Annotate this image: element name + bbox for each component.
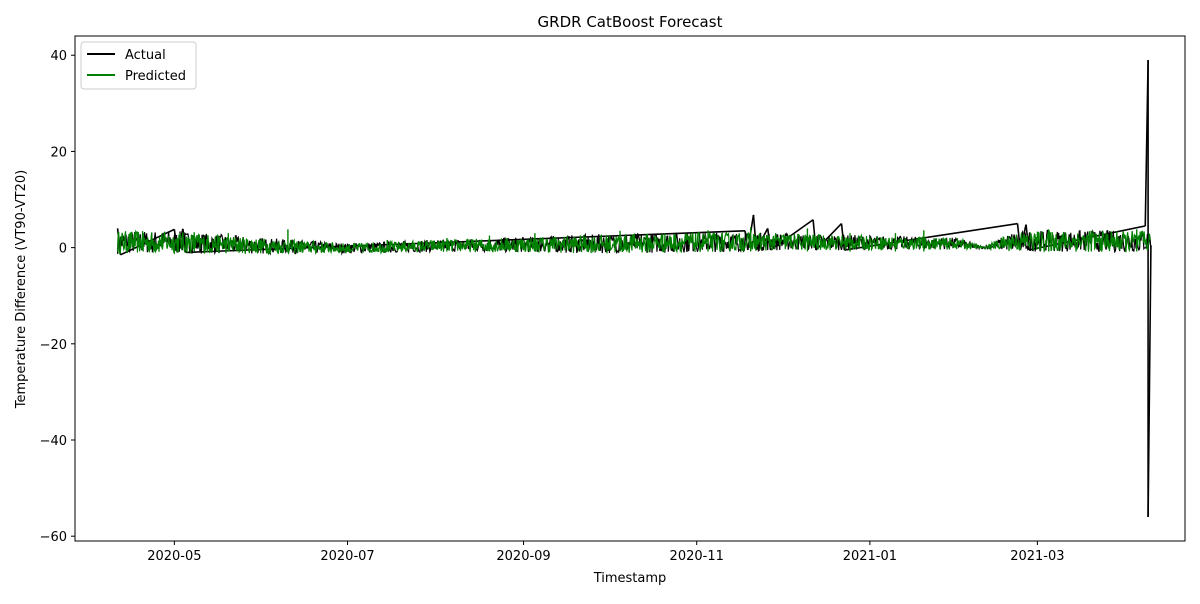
y-tick-label: 40	[50, 49, 67, 64]
y-axis: 40 20 0 −20 −40 −60	[40, 49, 75, 545]
plot-area	[116, 60, 1152, 517]
x-axis: 2020-05 2020-07 2020-09 2020-11 2021-01 2021-…	[147, 541, 1065, 564]
x-tick-label: 2020-07	[320, 549, 374, 564]
legend-label-actual: Actual	[125, 48, 166, 63]
x-tick-label: 2020-05	[147, 549, 201, 564]
y-tick-label: 0	[59, 242, 67, 257]
actual-peak-segment	[1147, 245, 1152, 517]
chart-title: GRDR CatBoost Forecast	[538, 13, 723, 31]
y-tick-label: 20	[50, 145, 67, 160]
plot-frame	[74, 35, 1186, 542]
series-line-predicted	[116, 229, 1151, 256]
x-tick-label: 2020-11	[670, 549, 724, 564]
x-axis-title: Timestamp	[593, 571, 667, 586]
x-tick-label: 2021-03	[1010, 549, 1064, 564]
actual-peak-segment	[844, 222, 1018, 251]
legend: Actual Predicted	[80, 41, 197, 90]
actual-peak-segment	[770, 219, 814, 251]
actual-peak-segment	[840, 223, 846, 251]
y-axis-title: Temperature Difference (VT90-VT20)	[14, 170, 29, 409]
x-tick-label: 2020-09	[496, 549, 550, 564]
legend-label-predicted: Predicted	[125, 69, 186, 84]
y-tick-label: −20	[40, 338, 67, 353]
series-layer	[116, 60, 1152, 517]
x-tick-label: 2021-01	[843, 549, 897, 564]
actual-peak-segment	[812, 219, 817, 251]
y-tick-label: −40	[40, 434, 67, 449]
y-tick-label: −60	[40, 530, 67, 545]
